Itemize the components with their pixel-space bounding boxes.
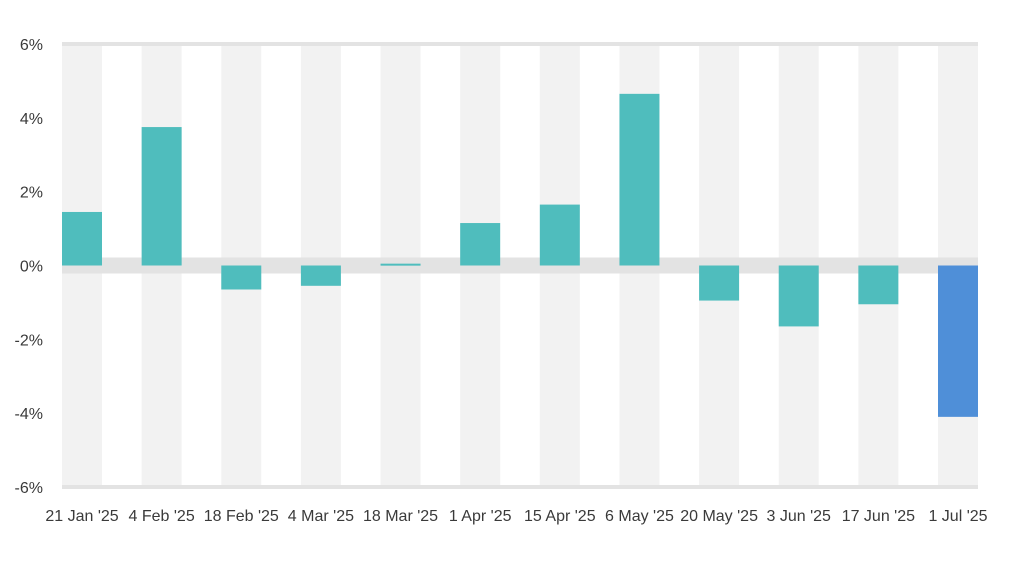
bar-2 (221, 265, 262, 290)
x-tick-label: 17 Jun '25 (842, 508, 915, 525)
bar-1 (141, 127, 182, 266)
bar-10 (858, 265, 899, 305)
bar-8 (699, 265, 740, 301)
bar-4 (380, 263, 421, 266)
x-tick-label: 6 May '25 (605, 508, 674, 525)
x-tick-label: 20 May '25 (680, 508, 758, 525)
y-tick-label: 2% (20, 185, 43, 202)
gridline-top (62, 42, 978, 46)
x-tick-label: 18 Mar '25 (363, 508, 438, 525)
y-tick-label: -6% (15, 480, 43, 497)
x-tick-label: 1 Jul '25 (928, 508, 987, 525)
y-tick-label: -4% (15, 406, 43, 423)
x-tick-label: 3 Jun '25 (767, 508, 832, 525)
x-tick-label: 21 Jan '25 (45, 508, 118, 525)
y-tick-label: 6% (20, 37, 43, 54)
bars (62, 93, 978, 417)
bar-7 (619, 93, 660, 266)
bar-9 (778, 265, 819, 327)
gridline-bottom (62, 485, 978, 489)
y-tick-label: 0% (20, 259, 43, 276)
x-tick-label: 18 Feb '25 (204, 508, 279, 525)
x-tick-label: 4 Feb '25 (129, 508, 195, 525)
gridlines (62, 42, 978, 489)
x-tick-label: 4 Mar '25 (288, 508, 354, 525)
x-tick-label: 15 Apr '25 (524, 508, 596, 525)
x-axis: 21 Jan '25 4 Feb '25 18 Feb '25 4 Mar '25 18… (45, 508, 987, 525)
y-axis: -6% -4% -2% 0% 2% 4% 6% (15, 37, 43, 497)
y-tick-label: -2% (15, 332, 43, 349)
bar-3 (300, 265, 341, 286)
bar-0 (62, 211, 102, 266)
zero-line (62, 257, 978, 274)
bar-6 (539, 204, 580, 266)
bar-5 (460, 223, 501, 266)
x-tick-label: 1 Apr '25 (449, 508, 512, 525)
bar-11 (938, 265, 978, 417)
y-tick-label: 4% (20, 111, 43, 128)
